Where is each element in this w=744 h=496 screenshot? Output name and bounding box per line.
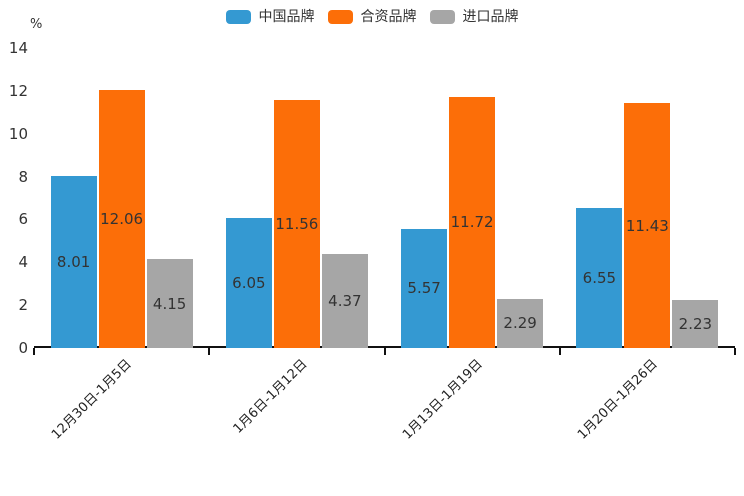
bar-value-label: 6.05 bbox=[232, 274, 266, 293]
bar-value-label: 11.43 bbox=[625, 216, 669, 235]
bar: 4.15 bbox=[146, 259, 193, 348]
y-tick-label: 4 bbox=[18, 253, 28, 272]
y-tick-label: 8 bbox=[18, 167, 28, 186]
bar: 11.43 bbox=[624, 103, 671, 348]
bar-value-label: 6.55 bbox=[582, 268, 617, 287]
x-axis-label-text: 12月30日-1月5日 bbox=[49, 356, 136, 443]
y-tick-label: 6 bbox=[18, 210, 28, 229]
x-axis-tick bbox=[33, 348, 35, 355]
bar-value-label: 11.72 bbox=[450, 213, 494, 232]
legend-swatch-joint-venture-brand bbox=[327, 10, 353, 24]
bar-value-label: 4.37 bbox=[328, 292, 362, 311]
bar-value-label: 2.23 bbox=[678, 315, 713, 334]
bar-value-label: 4.15 bbox=[152, 294, 187, 313]
legend-item-china-brand[interactable]: 中国品牌 bbox=[225, 9, 315, 25]
y-tick-label: 10 bbox=[8, 124, 28, 143]
y-axis-unit-label: % bbox=[30, 17, 43, 32]
bar-value-label: 11.56 bbox=[275, 215, 319, 234]
bar: 2.23 bbox=[672, 300, 719, 348]
bar: 5.57 bbox=[401, 228, 448, 348]
bar-value-label: 5.57 bbox=[407, 279, 441, 298]
bar: 6.05 bbox=[225, 218, 272, 348]
legend-label-china-brand: 中国品牌 bbox=[258, 9, 315, 25]
bar: 11.56 bbox=[273, 100, 320, 348]
bar-value-label: 2.29 bbox=[503, 314, 537, 333]
x-axis-tick bbox=[734, 348, 736, 355]
y-tick-label: 2 bbox=[18, 296, 28, 315]
x-axis-label-text: 1月13日-1月19日 bbox=[399, 356, 486, 443]
x-axis-tick bbox=[208, 348, 211, 355]
y-tick-label: 14 bbox=[8, 39, 28, 57]
bar-value-label: 8.01 bbox=[56, 253, 91, 272]
legend-label-import-brand: 进口品牌 bbox=[462, 9, 519, 25]
bar: 4.37 bbox=[321, 254, 368, 348]
bar: 2.29 bbox=[497, 298, 544, 348]
chart-legend: 中国品牌 合资品牌 进口品牌 bbox=[0, 9, 744, 25]
bar: 8.01 bbox=[50, 176, 97, 348]
y-tick-label: 12 bbox=[8, 81, 28, 100]
bar: 11.72 bbox=[449, 96, 496, 348]
legend-swatch-china-brand bbox=[225, 10, 251, 24]
x-axis-tick bbox=[558, 348, 561, 355]
legend-item-import-brand[interactable]: 进口品牌 bbox=[429, 9, 519, 25]
legend-swatch-import-brand bbox=[429, 10, 455, 24]
legend-item-joint-venture-brand[interactable]: 合资品牌 bbox=[327, 9, 417, 25]
legend-label-joint-venture-brand: 合资品牌 bbox=[360, 9, 417, 25]
plot-area: 8.01 12.06 4.15 12月30日-1月5日 6.05 11.56 4.37 1月6… bbox=[33, 48, 736, 443]
bar-value-label: 12.06 bbox=[100, 209, 144, 228]
bar: 12.06 bbox=[98, 89, 145, 348]
y-tick-label: 0 bbox=[18, 339, 28, 357]
x-axis-label-text: 1月6日-1月12日 bbox=[230, 356, 311, 437]
x-axis-label-text: 1月20日-1月26日 bbox=[575, 356, 661, 443]
bar: 6.55 bbox=[576, 207, 623, 348]
x-axis-tick bbox=[383, 348, 386, 355]
